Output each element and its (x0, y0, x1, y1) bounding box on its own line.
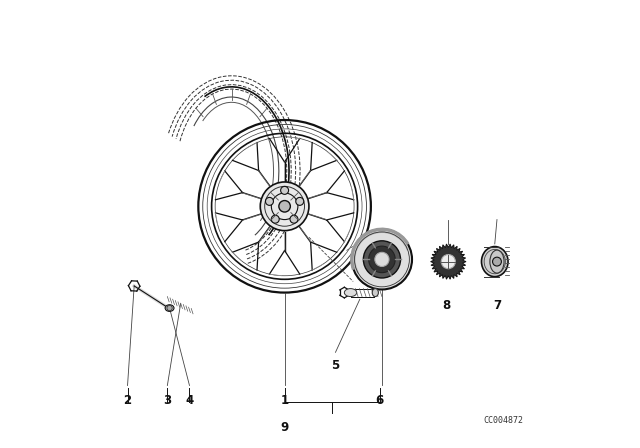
Circle shape (369, 246, 396, 273)
Circle shape (279, 201, 291, 212)
Circle shape (375, 252, 389, 267)
Circle shape (266, 198, 273, 205)
Text: 4: 4 (186, 394, 194, 407)
Circle shape (290, 215, 298, 223)
Circle shape (364, 241, 401, 278)
Circle shape (271, 215, 279, 223)
Text: 5: 5 (332, 359, 340, 372)
Text: 3: 3 (163, 394, 172, 407)
Ellipse shape (344, 289, 356, 297)
Circle shape (352, 229, 412, 289)
Text: 7: 7 (493, 299, 501, 312)
Text: CC004872: CC004872 (484, 416, 524, 425)
Ellipse shape (372, 289, 378, 297)
Text: 1: 1 (280, 394, 289, 407)
Text: 9: 9 (280, 421, 289, 434)
Ellipse shape (490, 250, 504, 273)
Circle shape (260, 182, 309, 231)
Circle shape (296, 198, 304, 205)
Polygon shape (431, 244, 466, 279)
Text: 8: 8 (442, 299, 450, 312)
Circle shape (441, 254, 456, 269)
Text: 2: 2 (124, 394, 132, 407)
Circle shape (280, 186, 289, 194)
Circle shape (493, 257, 501, 266)
Ellipse shape (481, 246, 508, 277)
Text: 6: 6 (376, 394, 384, 407)
Ellipse shape (165, 305, 174, 311)
Circle shape (167, 306, 172, 311)
